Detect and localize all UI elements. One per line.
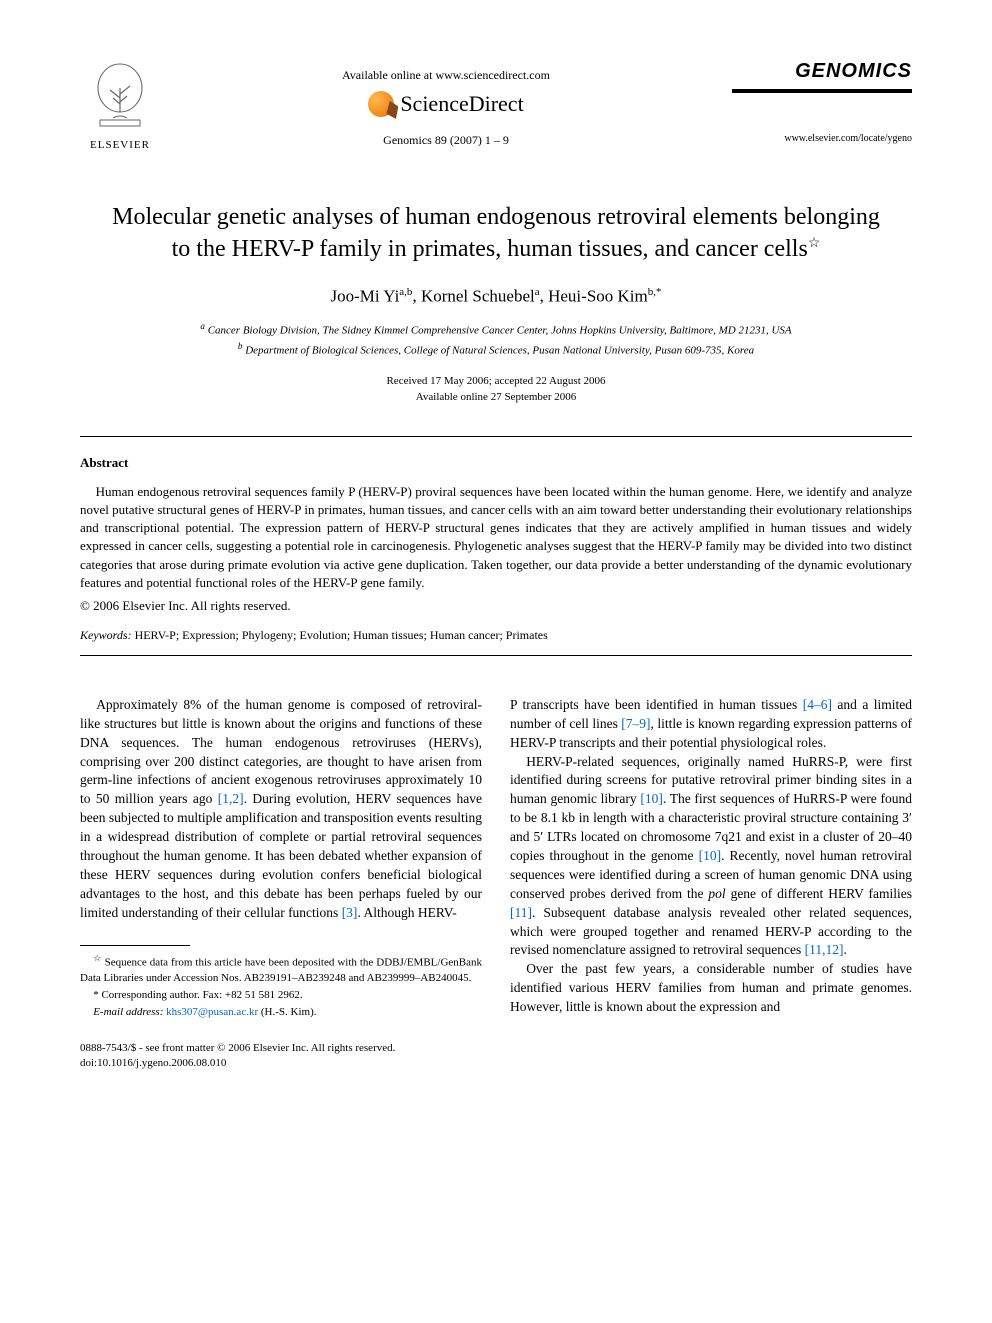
online-date: Available online 27 September 2006	[80, 389, 912, 406]
author-1: Joo-Mi Yi	[331, 286, 400, 305]
article-title: Molecular genetic analyses of human endo…	[100, 201, 892, 266]
column-left: Approximately 8% of the human genome is …	[80, 696, 482, 1072]
affiliation-a-text: Cancer Biology Division, The Sidney Kimm…	[208, 325, 792, 337]
p2f: .	[844, 942, 847, 957]
body-paragraph-1-cont: P transcripts have been identified in hu…	[510, 696, 912, 753]
citation-3[interactable]: [3]	[342, 905, 358, 920]
footnote-separator	[80, 945, 190, 946]
citation-11-12[interactable]: [11,12]	[805, 942, 844, 957]
p2e: . Subsequent database analysis revealed …	[510, 905, 912, 958]
p1d: P transcripts have been identified in hu…	[510, 697, 803, 712]
title-text: Molecular genetic analyses of human endo…	[112, 204, 880, 262]
right-header: GENOMICS www.elsevier.com/locate/ygeno	[732, 60, 912, 144]
journal-logo: GENOMICS	[732, 60, 912, 93]
center-header: Available online at www.sciencedirect.co…	[160, 60, 732, 148]
email-link[interactable]: khs307@pusan.ac.kr	[166, 1006, 258, 1018]
author-1-marks: a,b	[399, 286, 412, 298]
sciencedirect-icon	[368, 91, 394, 117]
author-2-marks: a	[535, 286, 540, 298]
elsevier-label: ELSEVIER	[80, 139, 160, 151]
body-paragraph-1: Approximately 8% of the human genome is …	[80, 696, 482, 923]
corr-mark: *	[93, 989, 99, 1001]
elsevier-tree-icon	[85, 60, 155, 130]
pol-italic: pol	[708, 886, 725, 901]
abstract-text: Human endogenous retroviral sequences fa…	[80, 483, 912, 592]
footnotes: ☆ Sequence data from this article have b…	[80, 952, 482, 1021]
author-2: Kornel Schuebel	[421, 286, 535, 305]
keywords-line: Keywords: HERV-P; Expression; Phylogeny;…	[80, 628, 912, 643]
journal-url: www.elsevier.com/locate/ygeno	[732, 133, 912, 144]
journal-reference: Genomics 89 (2007) 1 – 9	[160, 133, 732, 148]
available-online-text: Available online at www.sciencedirect.co…	[160, 68, 732, 83]
elsevier-logo: ELSEVIER	[80, 60, 160, 151]
bottom-matter: 0888-7543/$ - see front matter © 2006 El…	[80, 1041, 482, 1072]
affiliation-b: b Department of Biological Sciences, Col…	[80, 340, 912, 359]
body-paragraph-3: Over the past few years, a considerable …	[510, 960, 912, 1017]
abstract-copyright: © 2006 Elsevier Inc. All rights reserved…	[80, 598, 912, 614]
p1-c: . Although HERV-	[357, 905, 456, 920]
authors-line: Joo-Mi Yia,b, Kornel Schuebela, Heui-Soo…	[80, 286, 912, 307]
footnote-star: ☆ Sequence data from this article have b…	[80, 952, 482, 986]
email-label: E-mail address:	[93, 1006, 163, 1018]
doi-line: doi:10.1016/j.ygeno.2006.08.010	[80, 1056, 482, 1071]
sciencedirect-logo: ScienceDirect	[160, 91, 732, 117]
footnote-corresponding: * Corresponding author. Fax: +82 51 581 …	[80, 988, 482, 1003]
abstract-heading: Abstract	[80, 455, 912, 471]
page-header: ELSEVIER Available online at www.science…	[80, 60, 912, 151]
citation-11[interactable]: [11]	[510, 905, 532, 920]
citation-10a[interactable]: [10]	[640, 791, 663, 806]
keywords-text: HERV-P; Expression; Phylogeny; Evolution…	[135, 628, 548, 642]
sciencedirect-label: ScienceDirect	[400, 91, 523, 117]
p1-a: Approximately 8% of the human genome is …	[80, 697, 482, 806]
divider-top	[80, 436, 912, 437]
keywords-label: Keywords:	[80, 628, 132, 642]
citation-7-9[interactable]: [7–9]	[621, 716, 650, 731]
footnote-star-mark: ☆	[93, 953, 101, 963]
p1-b: . During evolution, HERV sequences have …	[80, 791, 482, 919]
footnote-email: E-mail address: khs307@pusan.ac.kr (H.-S…	[80, 1005, 482, 1020]
email-suffix: (H.-S. Kim).	[261, 1006, 317, 1018]
footnote-star-text: Sequence data from this article have bee…	[80, 956, 482, 983]
author-3: Heui-Soo Kim	[548, 286, 648, 305]
issn-line: 0888-7543/$ - see front matter © 2006 El…	[80, 1041, 482, 1056]
corr-text: Corresponding author. Fax: +82 51 581 29…	[101, 989, 302, 1001]
title-star: ☆	[808, 236, 821, 251]
p2d: gene of different HERV families	[726, 886, 912, 901]
affiliations: a Cancer Biology Division, The Sidney Ki…	[80, 320, 912, 358]
body-paragraph-2: HERV-P-related sequences, originally nam…	[510, 753, 912, 961]
column-right: P transcripts have been identified in hu…	[510, 696, 912, 1072]
article-dates: Received 17 May 2006; accepted 22 August…	[80, 373, 912, 406]
received-date: Received 17 May 2006; accepted 22 August…	[80, 373, 912, 390]
affiliation-a: a Cancer Biology Division, The Sidney Ki…	[80, 320, 912, 339]
citation-1-2[interactable]: [1,2]	[218, 791, 244, 806]
citation-10b[interactable]: [10]	[699, 848, 722, 863]
body-columns: Approximately 8% of the human genome is …	[80, 696, 912, 1072]
divider-bottom	[80, 655, 912, 656]
citation-4-6[interactable]: [4–6]	[803, 697, 832, 712]
affiliation-b-text: Department of Biological Sciences, Colle…	[245, 344, 754, 356]
author-3-marks: b,*	[648, 286, 662, 298]
